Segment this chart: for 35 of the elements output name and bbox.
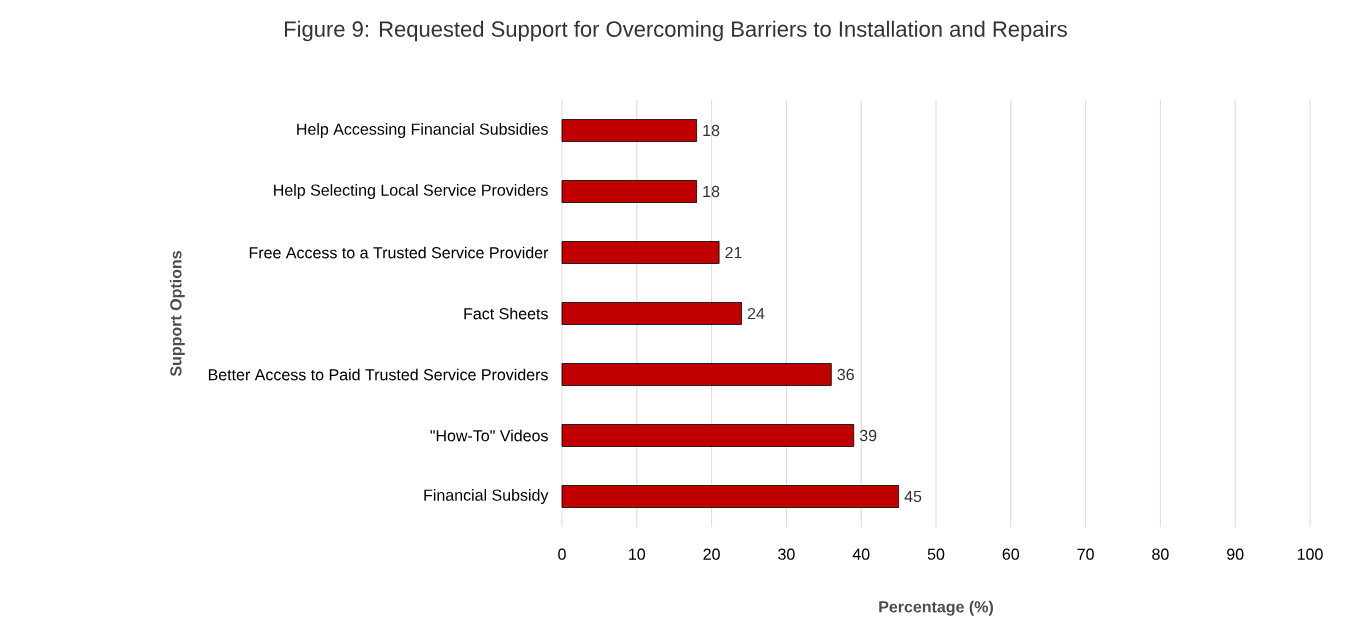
y-tick-label: "How-To" Videos — [430, 429, 548, 442]
x-tick-label: 90 — [1227, 548, 1244, 560]
data-label: 36 — [837, 368, 854, 381]
x-tick-label: 20 — [703, 548, 720, 560]
x-tick-label: 70 — [1077, 548, 1094, 560]
x-tick-label: 0 — [558, 548, 566, 560]
x-tick-label: 80 — [1152, 548, 1169, 560]
x-tick-label: 100 — [1297, 548, 1323, 560]
bar — [561, 119, 698, 142]
y-tick-label: Help Accessing Financial Subsidies — [297, 123, 548, 138]
data-label: 45 — [904, 490, 922, 503]
x-tick-label: 60 — [1002, 548, 1020, 560]
x-tick-label: 30 — [778, 548, 795, 560]
bar — [561, 241, 720, 264]
bar — [561, 363, 832, 386]
data-label: 18 — [703, 185, 720, 198]
bar — [561, 180, 698, 203]
y-tick-label: Help Selecting Local Service Providers — [274, 184, 548, 199]
bar — [561, 302, 742, 325]
y-tick-label: Financial Subsidy — [424, 489, 549, 504]
y-tick-label: Free Access to a Trusted Service Provider — [249, 246, 549, 259]
y-tick-label: Better Access to Paid Trusted Service Providers — [208, 368, 548, 381]
chart-title: Figure 9: Requested Support for Overcoming Barriers to Installation and Repairs — [284, 20, 1067, 42]
data-label: 18 — [703, 124, 720, 137]
y-tick-label: Fact Sheets — [464, 307, 548, 320]
y-axis-title: Support Options — [169, 251, 185, 377]
x-axis-title: Percentage (%) — [879, 600, 993, 616]
bar — [561, 485, 900, 508]
data-label: 21 — [725, 246, 742, 259]
bar — [561, 424, 855, 447]
data-label: 24 — [747, 307, 765, 320]
x-tick-label: 50 — [927, 548, 945, 560]
x-tick-label: 40 — [852, 548, 870, 560]
x-tick-label: 10 — [629, 548, 646, 560]
data-label: 39 — [859, 429, 877, 442]
